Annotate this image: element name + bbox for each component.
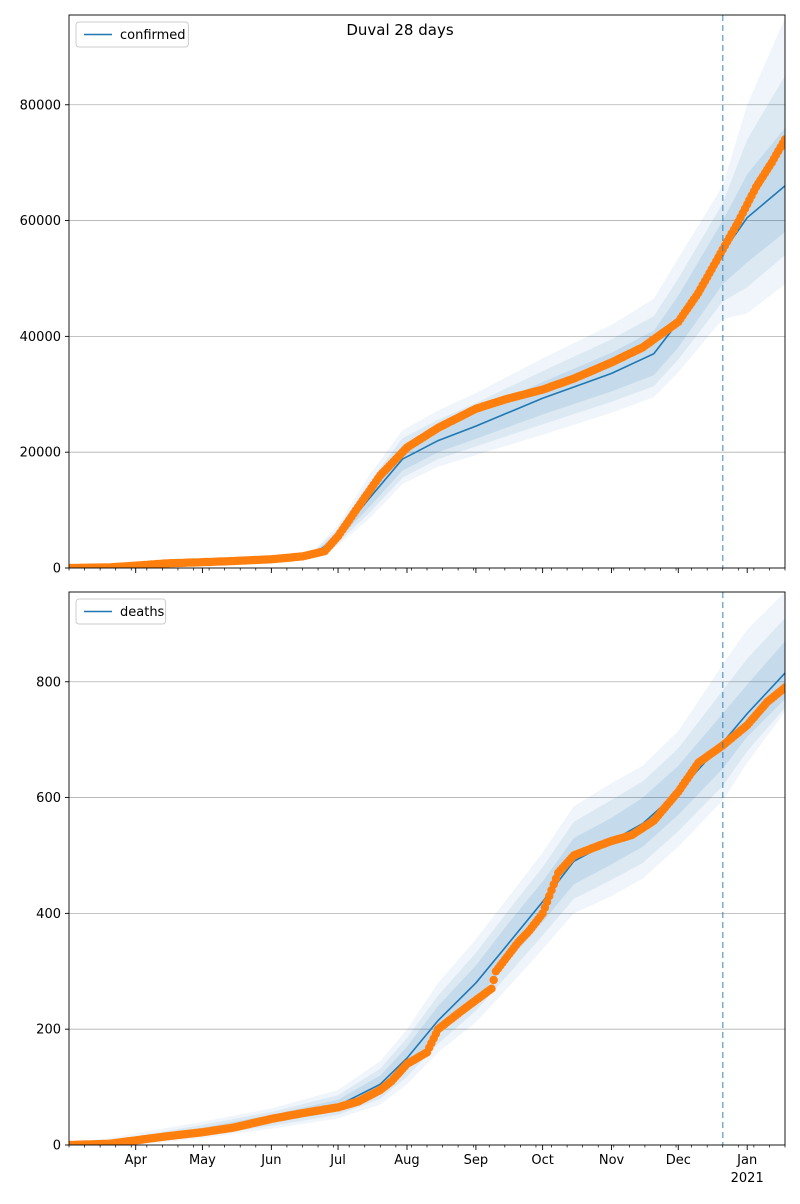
x-tick-label: Oct	[531, 1153, 553, 1168]
x-tick-label: Jan	[736, 1153, 757, 1168]
x-tick-label: Apr	[124, 1153, 147, 1168]
y-tick-label: 200	[36, 1023, 61, 1038]
x-tick-label: Jul	[329, 1153, 346, 1168]
legend-box	[75, 21, 189, 48]
deaths-panel: 0 200 400 600 800 Apr May Jun Jul Aug Sep Oct Nov Dec…	[36, 591, 786, 1186]
observed-point	[489, 975, 498, 985]
x-tick-label: Dec	[666, 1153, 691, 1168]
y-tick-label: 600	[36, 791, 61, 806]
figure-title: Duval 28 days	[346, 21, 454, 39]
uncertainty-band	[69, 618, 785, 1145]
confirmed-panel: 0 20000 40000 60000 80000 confirmed	[20, 14, 786, 577]
observed-point	[780, 683, 785, 692]
model-line	[69, 185, 785, 568]
y-tick-label: 20000	[20, 446, 61, 461]
x-tick-label: May	[189, 1153, 216, 1168]
legend-label: deaths	[120, 605, 165, 620]
x-tick-year-label: 2021	[731, 1171, 764, 1186]
x-tick-label: Nov	[599, 1153, 625, 1168]
y-tick-label: 400	[36, 907, 61, 922]
y-tick-label: 60000	[20, 214, 61, 229]
uncertainty-band	[69, 592, 785, 1145]
uncertainty-band	[69, 641, 785, 1145]
uncertainty-band	[69, 17, 785, 568]
y-tick-label: 40000	[20, 330, 61, 345]
legend-label: confirmed	[120, 28, 186, 43]
x-tick-label: Sep	[464, 1153, 489, 1168]
legend-box	[75, 598, 167, 625]
y-tick-label: 0	[53, 1139, 61, 1154]
y-tick-label: 0	[53, 562, 61, 577]
y-tick-label: 800	[36, 675, 61, 690]
observed-point	[487, 984, 496, 993]
x-tick-label: Jun	[260, 1153, 281, 1168]
observed-point	[780, 135, 785, 144]
plot-area	[69, 592, 785, 1145]
y-tick-label: 80000	[20, 98, 61, 113]
plot-area	[69, 17, 785, 568]
x-tick-label: Aug	[394, 1153, 419, 1168]
